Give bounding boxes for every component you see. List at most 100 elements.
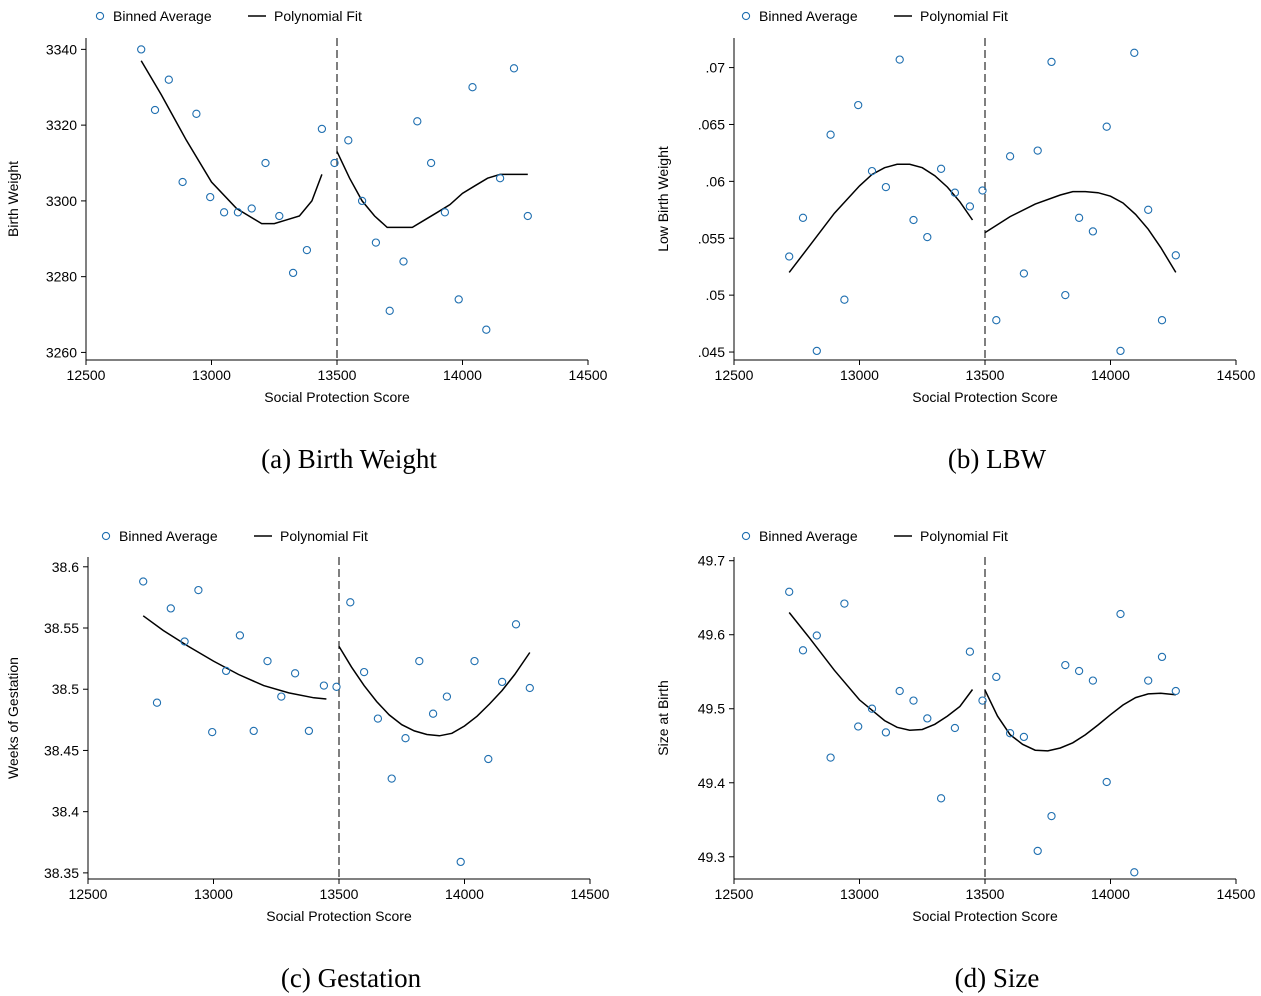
binned-point bbox=[1102, 777, 1111, 787]
y-tick-label: 49.4 bbox=[698, 775, 725, 791]
x-axis-label: Social Protection Score bbox=[264, 389, 410, 405]
panel-b: 12500 13000 13500 14000 14500 .045 .05 .055 .06.… bbox=[655, 8, 1256, 474]
y-axis-label: Birth Weight bbox=[5, 161, 21, 237]
binned-point bbox=[290, 669, 300, 678]
y-tick-label: 49.3 bbox=[698, 849, 725, 865]
y-tick-label: .07 bbox=[706, 60, 726, 76]
binned-point bbox=[895, 55, 904, 64]
panel-d: 12500 13000 13500 14000 14500 49.3 49.4 49.5 49.… bbox=[655, 528, 1256, 993]
y-tick-label: 38.5 bbox=[52, 681, 79, 697]
binned-point bbox=[1019, 732, 1029, 742]
x-tick-label: 12500 bbox=[715, 886, 754, 902]
binned-point bbox=[854, 100, 863, 110]
y-tick-label: 3340 bbox=[46, 41, 77, 57]
binned-point bbox=[261, 158, 270, 168]
binned-point bbox=[247, 204, 256, 213]
binned-point bbox=[178, 177, 187, 187]
binned-point bbox=[440, 208, 450, 217]
y-tick-label: 3280 bbox=[46, 269, 77, 285]
legend-marker-icon bbox=[95, 11, 105, 21]
y-tick-label: 38.35 bbox=[44, 865, 79, 881]
binned-point bbox=[826, 753, 835, 762]
binned-point bbox=[523, 211, 532, 221]
binned-point bbox=[826, 130, 835, 139]
fit-line-left bbox=[142, 615, 327, 700]
x-tick-label: 13500 bbox=[318, 367, 357, 383]
y-tick-label: 3320 bbox=[46, 117, 77, 133]
binned-point bbox=[344, 136, 353, 145]
binned-point bbox=[1033, 846, 1042, 856]
binned-point bbox=[950, 188, 960, 197]
binned-point bbox=[1116, 346, 1125, 356]
legend-label-binned: Binned Average bbox=[119, 528, 218, 544]
binned-point bbox=[909, 215, 918, 225]
binned-point bbox=[428, 709, 438, 718]
legend-marker-icon bbox=[741, 11, 751, 21]
binned-point bbox=[442, 692, 452, 701]
y-tick-label: .06 bbox=[706, 173, 726, 189]
binned-point bbox=[137, 45, 146, 54]
binned-point bbox=[387, 774, 396, 783]
fit-line-right bbox=[984, 689, 1176, 752]
binned-point bbox=[371, 238, 381, 247]
legend-label-binned: Binned Average bbox=[759, 528, 858, 544]
x-tick-label: 14000 bbox=[443, 367, 482, 383]
binned-point bbox=[1005, 729, 1015, 738]
legend-label-fit: Polynomial Fit bbox=[274, 8, 362, 24]
binned-point bbox=[385, 306, 394, 315]
binned-point bbox=[923, 714, 932, 723]
y-axis-label: Weeks of Gestation bbox=[5, 657, 21, 779]
binned-point bbox=[965, 202, 975, 211]
binned-point bbox=[426, 158, 436, 168]
binned-point bbox=[470, 656, 479, 666]
legend-label-binned: Binned Average bbox=[759, 8, 858, 24]
legend-label-binned: Binned Average bbox=[113, 8, 212, 24]
x-tick-label: 13000 bbox=[840, 886, 879, 902]
binned-point bbox=[1074, 666, 1084, 676]
binned-point bbox=[1033, 146, 1042, 155]
binned-point bbox=[180, 637, 189, 646]
binned-point bbox=[1061, 660, 1070, 670]
binned-point bbox=[399, 257, 408, 266]
binned-point bbox=[812, 346, 821, 356]
fit-line-right bbox=[336, 151, 528, 229]
binned-point bbox=[263, 656, 272, 666]
legend-label-fit: Polynomial Fit bbox=[920, 8, 1008, 24]
binned-point bbox=[233, 208, 243, 217]
binned-point bbox=[275, 211, 284, 221]
binned-point bbox=[1130, 868, 1139, 877]
x-tick-label: 13500 bbox=[966, 367, 1005, 383]
x-axis-label: Social Protection Score bbox=[266, 908, 412, 924]
x-tick-label: 14000 bbox=[445, 886, 484, 902]
y-tick-label: .055 bbox=[698, 230, 725, 246]
binned-point bbox=[456, 857, 465, 867]
legend-marker-icon bbox=[741, 531, 751, 541]
binned-point bbox=[1005, 152, 1015, 161]
binned-point bbox=[923, 232, 932, 242]
fit-line-right bbox=[984, 190, 1177, 273]
y-tick-label: 49.7 bbox=[698, 553, 725, 569]
x-tick-label: 13000 bbox=[192, 367, 231, 383]
y-axis-label: Low Birth Weight bbox=[655, 146, 671, 252]
binned-point bbox=[1144, 205, 1153, 214]
binned-point bbox=[150, 105, 160, 115]
panel-c: 12500 13000 13500 14000 14500 38.35 38.4 38.45 3… bbox=[5, 528, 610, 993]
binned-point bbox=[840, 599, 849, 608]
binned-point bbox=[1047, 57, 1056, 67]
binned-point bbox=[525, 683, 534, 693]
binned-point bbox=[208, 727, 217, 737]
x-tick-label: 14500 bbox=[1217, 367, 1256, 383]
binned-point bbox=[1157, 652, 1167, 662]
binned-point bbox=[401, 734, 410, 743]
binned-point bbox=[357, 196, 367, 206]
x-tick-label: 14500 bbox=[569, 367, 608, 383]
panel-a: 12500 13000 13500 14000 14500 3260 3280 3300 332… bbox=[5, 8, 608, 474]
y-axis-label: Size at Birth bbox=[655, 680, 671, 755]
binned-point bbox=[346, 598, 355, 607]
binned-point bbox=[1074, 213, 1084, 222]
binned-point bbox=[235, 631, 245, 640]
y-tick-label: .05 bbox=[706, 287, 726, 303]
y-tick-label: 3300 bbox=[46, 193, 77, 209]
y-tick-label: 38.6 bbox=[52, 559, 79, 575]
